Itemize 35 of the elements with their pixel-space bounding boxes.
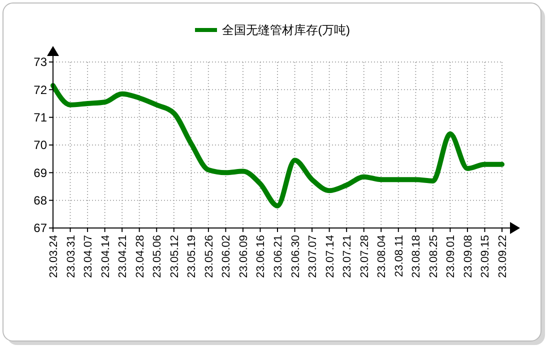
x-tick-label: 23.04.07 — [82, 235, 95, 278]
y-tick-label: 71 — [34, 110, 48, 125]
x-tick-label: 23.05.19 — [186, 235, 198, 278]
x-tick-label: 23.08.04 — [376, 235, 388, 278]
x-tick-label: 23.06.02 — [220, 235, 233, 278]
x-tick-label: 23.07.21 — [342, 235, 354, 278]
y-tick-label: 69 — [34, 166, 48, 180]
x-tick-label: 23.06.21 — [272, 235, 284, 278]
y-tick-label: 72 — [34, 82, 48, 97]
x-tick-label: 23.06.16 — [255, 235, 268, 278]
x-tick-label: 23.03.31 — [65, 235, 78, 278]
x-tick-label: 23.07.14 — [324, 235, 336, 278]
y-tick-label: 68 — [34, 194, 48, 208]
x-tick-label: 23.03.24 — [48, 235, 60, 278]
x-tick-label: 23.05.26 — [203, 235, 216, 278]
x-tick-label: 23.08.18 — [410, 235, 423, 278]
x-tick-label: 23.05.06 — [152, 235, 164, 278]
x-tick-label: 23.08.11 — [393, 235, 406, 278]
y-tick-label: 73 — [34, 55, 48, 70]
x-tick-label: 23.09.08 — [462, 235, 474, 278]
x-tick-label: 23.04.28 — [134, 235, 146, 278]
x-tick-label: 23.07.07 — [307, 235, 320, 278]
x-tick-label: 23.09.22 — [497, 235, 509, 278]
x-tick-label: 23.09.01 — [445, 235, 458, 278]
x-tick-label: 23.06.30 — [290, 235, 302, 278]
x-tick-label: 23.06.09 — [238, 235, 250, 278]
x-tick-label: 23.07.28 — [358, 235, 371, 278]
y-tick-label: 70 — [34, 138, 48, 152]
x-tick-label: 23.05.12 — [168, 235, 181, 278]
legend-label: 全国无缝管材库存(万吨) — [222, 23, 350, 38]
y-tick-label: 67 — [34, 221, 48, 236]
x-tick-label: 23.04.14 — [100, 235, 112, 278]
x-tick-label: 23.04.21 — [117, 235, 130, 278]
x-tick-label: 23.09.15 — [480, 235, 492, 278]
x-tick-label: 23.08.25 — [428, 235, 440, 278]
